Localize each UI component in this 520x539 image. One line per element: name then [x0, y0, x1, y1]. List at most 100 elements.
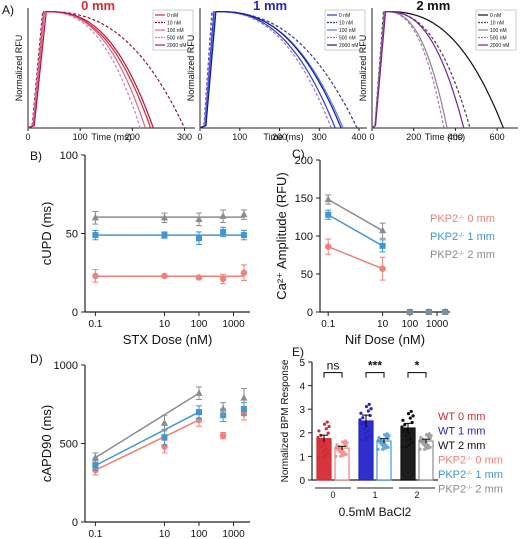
legend-label: PKP2-/- 1 mm — [438, 469, 503, 481]
y-tick-label: 1 — [299, 452, 305, 463]
data-point — [240, 269, 248, 276]
y-tick-label: 2 — [299, 429, 305, 440]
dose-panel-B: 0 50 100 0.1 10 100 1000 STX Dose (nM) cUPD (ms) — [39, 150, 250, 347]
data-point — [363, 420, 367, 424]
legend-text: 0 mm — [464, 213, 495, 225]
trace-line — [371, 11, 445, 129]
data-point — [339, 454, 343, 458]
data-point — [409, 409, 413, 414]
x-tick-label: 600 — [490, 132, 505, 142]
data-point — [324, 427, 328, 431]
data-point — [405, 427, 409, 431]
x-tick-label: 0.1 — [88, 529, 102, 539]
data-point — [322, 422, 327, 426]
x-tick-label: 1000 — [222, 319, 245, 330]
data-point — [160, 213, 169, 221]
legend-text: WT 0 mm — [438, 411, 485, 423]
data-point — [363, 438, 367, 442]
data-point — [358, 418, 362, 422]
legend-sup: -/- — [458, 214, 464, 221]
data-point — [316, 435, 320, 440]
data-point — [369, 407, 373, 411]
legend-text: PKP2 — [438, 455, 466, 467]
data-point — [360, 422, 364, 426]
legend-text: PKP2 — [430, 231, 458, 243]
y-tick-label: 0 — [299, 476, 305, 487]
data-point — [91, 213, 99, 221]
data-point — [406, 412, 411, 416]
legend-sup: -/- — [466, 484, 472, 491]
legend-label: 0 nM — [339, 13, 350, 19]
x-tick-label: 0 — [197, 132, 202, 142]
data-point — [400, 445, 404, 449]
data-point — [411, 414, 415, 418]
data-point — [407, 443, 411, 447]
x-tick-label: 200 — [272, 132, 287, 142]
y-axis-label: Normalized RFU — [186, 35, 196, 102]
data-point — [402, 429, 406, 434]
data-point — [362, 427, 366, 431]
data-point — [404, 434, 408, 438]
legend-text: 1 mm — [464, 231, 495, 243]
data-point — [425, 308, 433, 315]
legend-label: 0 nM — [490, 13, 501, 19]
data-point — [321, 455, 325, 460]
legend-label: 100 nM — [490, 28, 507, 34]
data-point — [326, 451, 330, 455]
legend-text: 2 mm — [472, 484, 503, 496]
y-tick-label: 100 — [60, 150, 78, 162]
chart-title: 2 mm — [416, 0, 450, 13]
data-point — [195, 235, 202, 242]
legend-label: 2000 nM — [490, 43, 509, 49]
legend-label: PKP2-/- 0 mm — [438, 455, 503, 467]
data-point — [219, 404, 227, 412]
fit-line — [94, 392, 200, 459]
data-point — [365, 436, 369, 440]
x-axis-label: Time (ms) — [91, 132, 131, 142]
data-point — [419, 436, 423, 440]
x-tick-label: 200 — [406, 132, 421, 142]
data-point — [161, 434, 168, 441]
data-point — [401, 418, 405, 422]
significance-bracket — [323, 372, 343, 378]
data-point — [361, 416, 365, 420]
legend-label: 100 nM — [167, 28, 184, 34]
data-point — [408, 436, 412, 440]
trace-line — [27, 11, 154, 129]
x-tick-label: 0.1 — [88, 319, 102, 330]
data-point — [324, 195, 332, 203]
data-point — [92, 232, 99, 239]
legend-label: 10 nM — [339, 21, 353, 27]
data-point — [363, 431, 368, 435]
data-point — [379, 226, 387, 234]
data-point — [367, 402, 371, 406]
x-tick-label: 100 — [191, 319, 208, 330]
fit-line — [327, 214, 383, 247]
data-point — [368, 433, 372, 438]
data-point — [161, 232, 168, 239]
data-point — [441, 308, 449, 315]
y-tick-label: 0 — [72, 517, 78, 529]
data-point — [321, 438, 325, 442]
x-tick-label: 0 — [25, 132, 30, 142]
significance-label: *** — [368, 359, 382, 373]
panel-label: B) — [30, 149, 42, 163]
data-point — [382, 433, 387, 437]
trace-line — [199, 11, 336, 129]
legend-text: PKP2 — [430, 249, 458, 261]
x-tick-label: 100 — [232, 132, 247, 142]
legend-sup: -/- — [466, 470, 472, 477]
legend-label: WT 2 mm — [438, 440, 485, 452]
data-point — [219, 275, 227, 283]
trace-panel-A3: 0 200 400 600 Time (ms) Normalized RFU 2 mm 0 n… — [358, 0, 518, 142]
data-point — [366, 429, 370, 433]
x-tick-label: 10 — [159, 529, 171, 539]
significance-bracket — [407, 372, 427, 378]
legend-label: 2000 nM — [339, 43, 358, 49]
data-point — [406, 308, 414, 315]
data-point — [316, 455, 320, 460]
y-tick-label: 1000 — [54, 360, 78, 372]
fit-line — [95, 411, 200, 467]
legend-label: PKP2-/- 2 mm — [438, 484, 503, 496]
